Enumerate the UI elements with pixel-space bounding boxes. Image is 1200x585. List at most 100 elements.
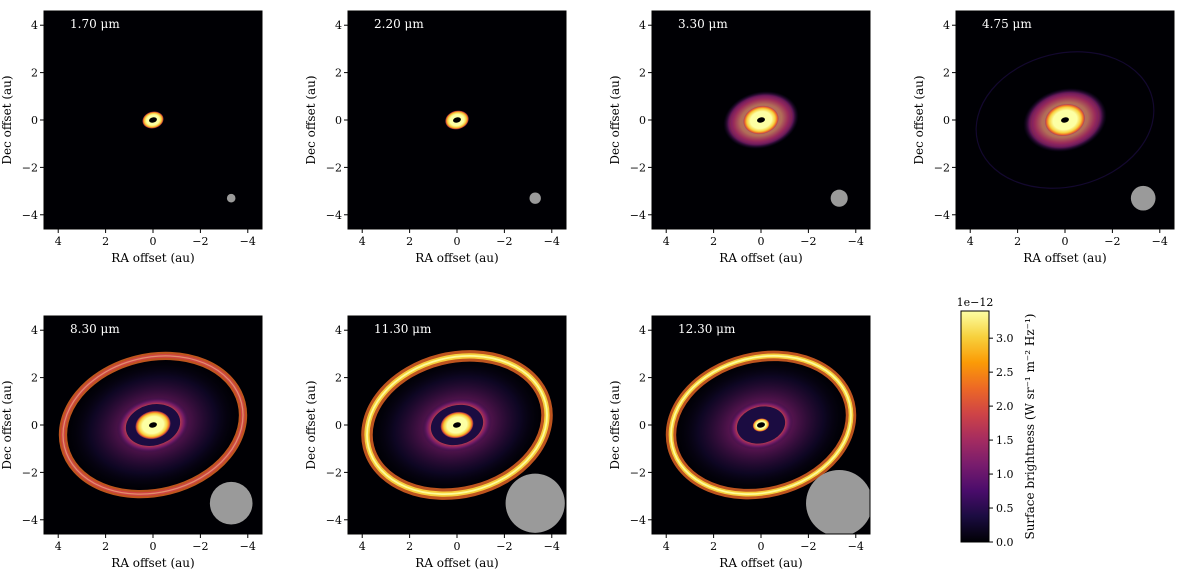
x-tick-label: 4 — [663, 540, 670, 553]
y-tick-label: −4 — [630, 514, 646, 527]
x-tick-label: 4 — [55, 540, 62, 553]
y-tick-label: 0 — [335, 114, 342, 127]
colorbar-tick-label: 0.5 — [996, 502, 1014, 515]
central-star-mask — [149, 422, 157, 428]
x-tick-label: −2 — [192, 540, 208, 553]
x-axis-label: RA offset (au) — [719, 556, 802, 570]
y-tick-label: −2 — [326, 161, 342, 174]
disk-image — [142, 111, 236, 203]
y-tick-label: −4 — [326, 514, 342, 527]
beam-circle — [830, 189, 848, 207]
faint-halo — [975, 51, 1155, 189]
y-axis-label: Dec offset (au) — [608, 75, 622, 164]
y-tick-label: 2 — [639, 67, 646, 80]
x-tick-label: −2 — [800, 235, 816, 248]
x-tick-label: −4 — [544, 540, 560, 553]
x-axis-label: RA offset (au) — [415, 251, 498, 265]
panel-wavelength-label: 4.75 μm — [982, 17, 1032, 31]
x-tick-label: 4 — [55, 235, 62, 248]
central-star-mask — [149, 117, 157, 123]
y-tick-label: 4 — [31, 19, 38, 32]
y-tick-label: −2 — [630, 161, 646, 174]
x-axis-label: RA offset (au) — [719, 251, 802, 265]
y-tick-label: −2 — [630, 466, 646, 479]
x-tick-label: 2 — [102, 540, 109, 553]
panel-wavelength-label: 2.20 μm — [374, 17, 424, 31]
y-tick-label: −4 — [22, 209, 38, 222]
x-tick-label: −2 — [192, 235, 208, 248]
x-tick-label: −4 — [544, 235, 560, 248]
x-tick-label: −2 — [800, 540, 816, 553]
beam-circle — [209, 481, 253, 525]
panel-5: 8.30 μm 4 2 0 −2 −4 4 2 0 −2 −4 RA offset (au) Dec o… — [0, 315, 263, 570]
x-tick-label: 0 — [454, 235, 461, 248]
y-tick-label: 4 — [335, 19, 342, 32]
x-tick-label: −2 — [1104, 235, 1120, 248]
y-tick-label: 0 — [31, 114, 38, 127]
x-tick-label: −2 — [496, 540, 512, 553]
y-axis-label: Dec offset (au) — [0, 75, 14, 164]
colorbar-gradient — [960, 310, 990, 543]
colorbar-scale-label: 1e−12 — [957, 296, 994, 309]
x-tick-label: −4 — [848, 235, 864, 248]
panel-wavelength-label: 12.30 μm — [678, 322, 736, 336]
x-tick-label: 4 — [359, 540, 366, 553]
disk-image — [361, 350, 565, 533]
disk-image — [723, 91, 848, 207]
x-tick-label: 4 — [967, 235, 974, 248]
panel-4: 4.75 μm 4 2 0 −2 −4 4 2 0 −2 −4 RA offset (au) Dec o… — [912, 10, 1175, 265]
y-tick-label: −2 — [934, 161, 950, 174]
outer-ring-crest — [62, 355, 244, 495]
x-tick-label: −4 — [240, 235, 256, 248]
panel-6: 11.30 μm 4 2 0 −2 −4 4 2 0 −2 −4 RA offset (au) Dec … — [304, 315, 567, 570]
outer-ring-crest — [366, 354, 548, 496]
beam-circle — [226, 193, 236, 203]
colorbar-tick-label: 1.0 — [996, 468, 1014, 481]
disk-image — [665, 350, 870, 534]
y-tick-label: 0 — [639, 419, 646, 432]
y-tick-label: −2 — [22, 161, 38, 174]
central-star-mask — [757, 422, 765, 428]
x-tick-label: 2 — [406, 235, 413, 248]
x-tick-label: 2 — [102, 235, 109, 248]
colorbar-tick-label: 2.5 — [996, 366, 1014, 379]
x-tick-label: 2 — [710, 540, 717, 553]
panel-wavelength-label: 11.30 μm — [374, 322, 432, 336]
beam-circle — [529, 192, 541, 204]
panel-3: 3.30 μm 4 2 0 −2 −4 4 2 0 −2 −4 RA offset (au) Dec o… — [608, 10, 871, 265]
x-tick-label: 0 — [454, 540, 461, 553]
outer-ring — [61, 353, 245, 497]
y-tick-label: 2 — [335, 67, 342, 80]
y-tick-label: 0 — [639, 114, 646, 127]
x-tick-label: 0 — [150, 540, 157, 553]
y-tick-label: 2 — [31, 372, 38, 385]
x-tick-label: 4 — [663, 235, 670, 248]
x-tick-label: 4 — [359, 235, 366, 248]
x-tick-label: 0 — [758, 540, 765, 553]
y-tick-label: 0 — [31, 419, 38, 432]
x-tick-label: 2 — [406, 540, 413, 553]
x-tick-label: −4 — [240, 540, 256, 553]
y-tick-label: 0 — [943, 114, 950, 127]
y-tick-label: 0 — [335, 419, 342, 432]
y-tick-label: 4 — [335, 324, 342, 337]
panel-wavelength-label: 3.30 μm — [678, 17, 728, 31]
y-tick-label: 2 — [639, 372, 646, 385]
x-axis-label: RA offset (au) — [111, 556, 194, 570]
beam-circle — [806, 470, 870, 534]
x-tick-label: −4 — [848, 540, 864, 553]
x-tick-label: 0 — [1062, 235, 1069, 248]
colorbar-tick-label: 2.0 — [996, 400, 1014, 413]
central-star-mask — [453, 422, 461, 428]
y-tick-label: −2 — [326, 466, 342, 479]
y-tick-label: 4 — [943, 19, 950, 32]
central-star-mask — [757, 117, 765, 123]
x-tick-label: −2 — [496, 235, 512, 248]
y-axis-label: Dec offset (au) — [912, 75, 926, 164]
colorbar-label: Surface brightness (W sr⁻¹ m⁻² Hz⁻¹) — [1023, 313, 1037, 539]
y-tick-label: 2 — [943, 67, 950, 80]
y-axis-label: Dec offset (au) — [608, 380, 622, 469]
colorbar: 1e−12 0.0 0.5 1.0 1.5 2.0 2.5 3.0 Surface bright… — [957, 296, 1037, 549]
x-axis-label: RA offset (au) — [111, 251, 194, 265]
